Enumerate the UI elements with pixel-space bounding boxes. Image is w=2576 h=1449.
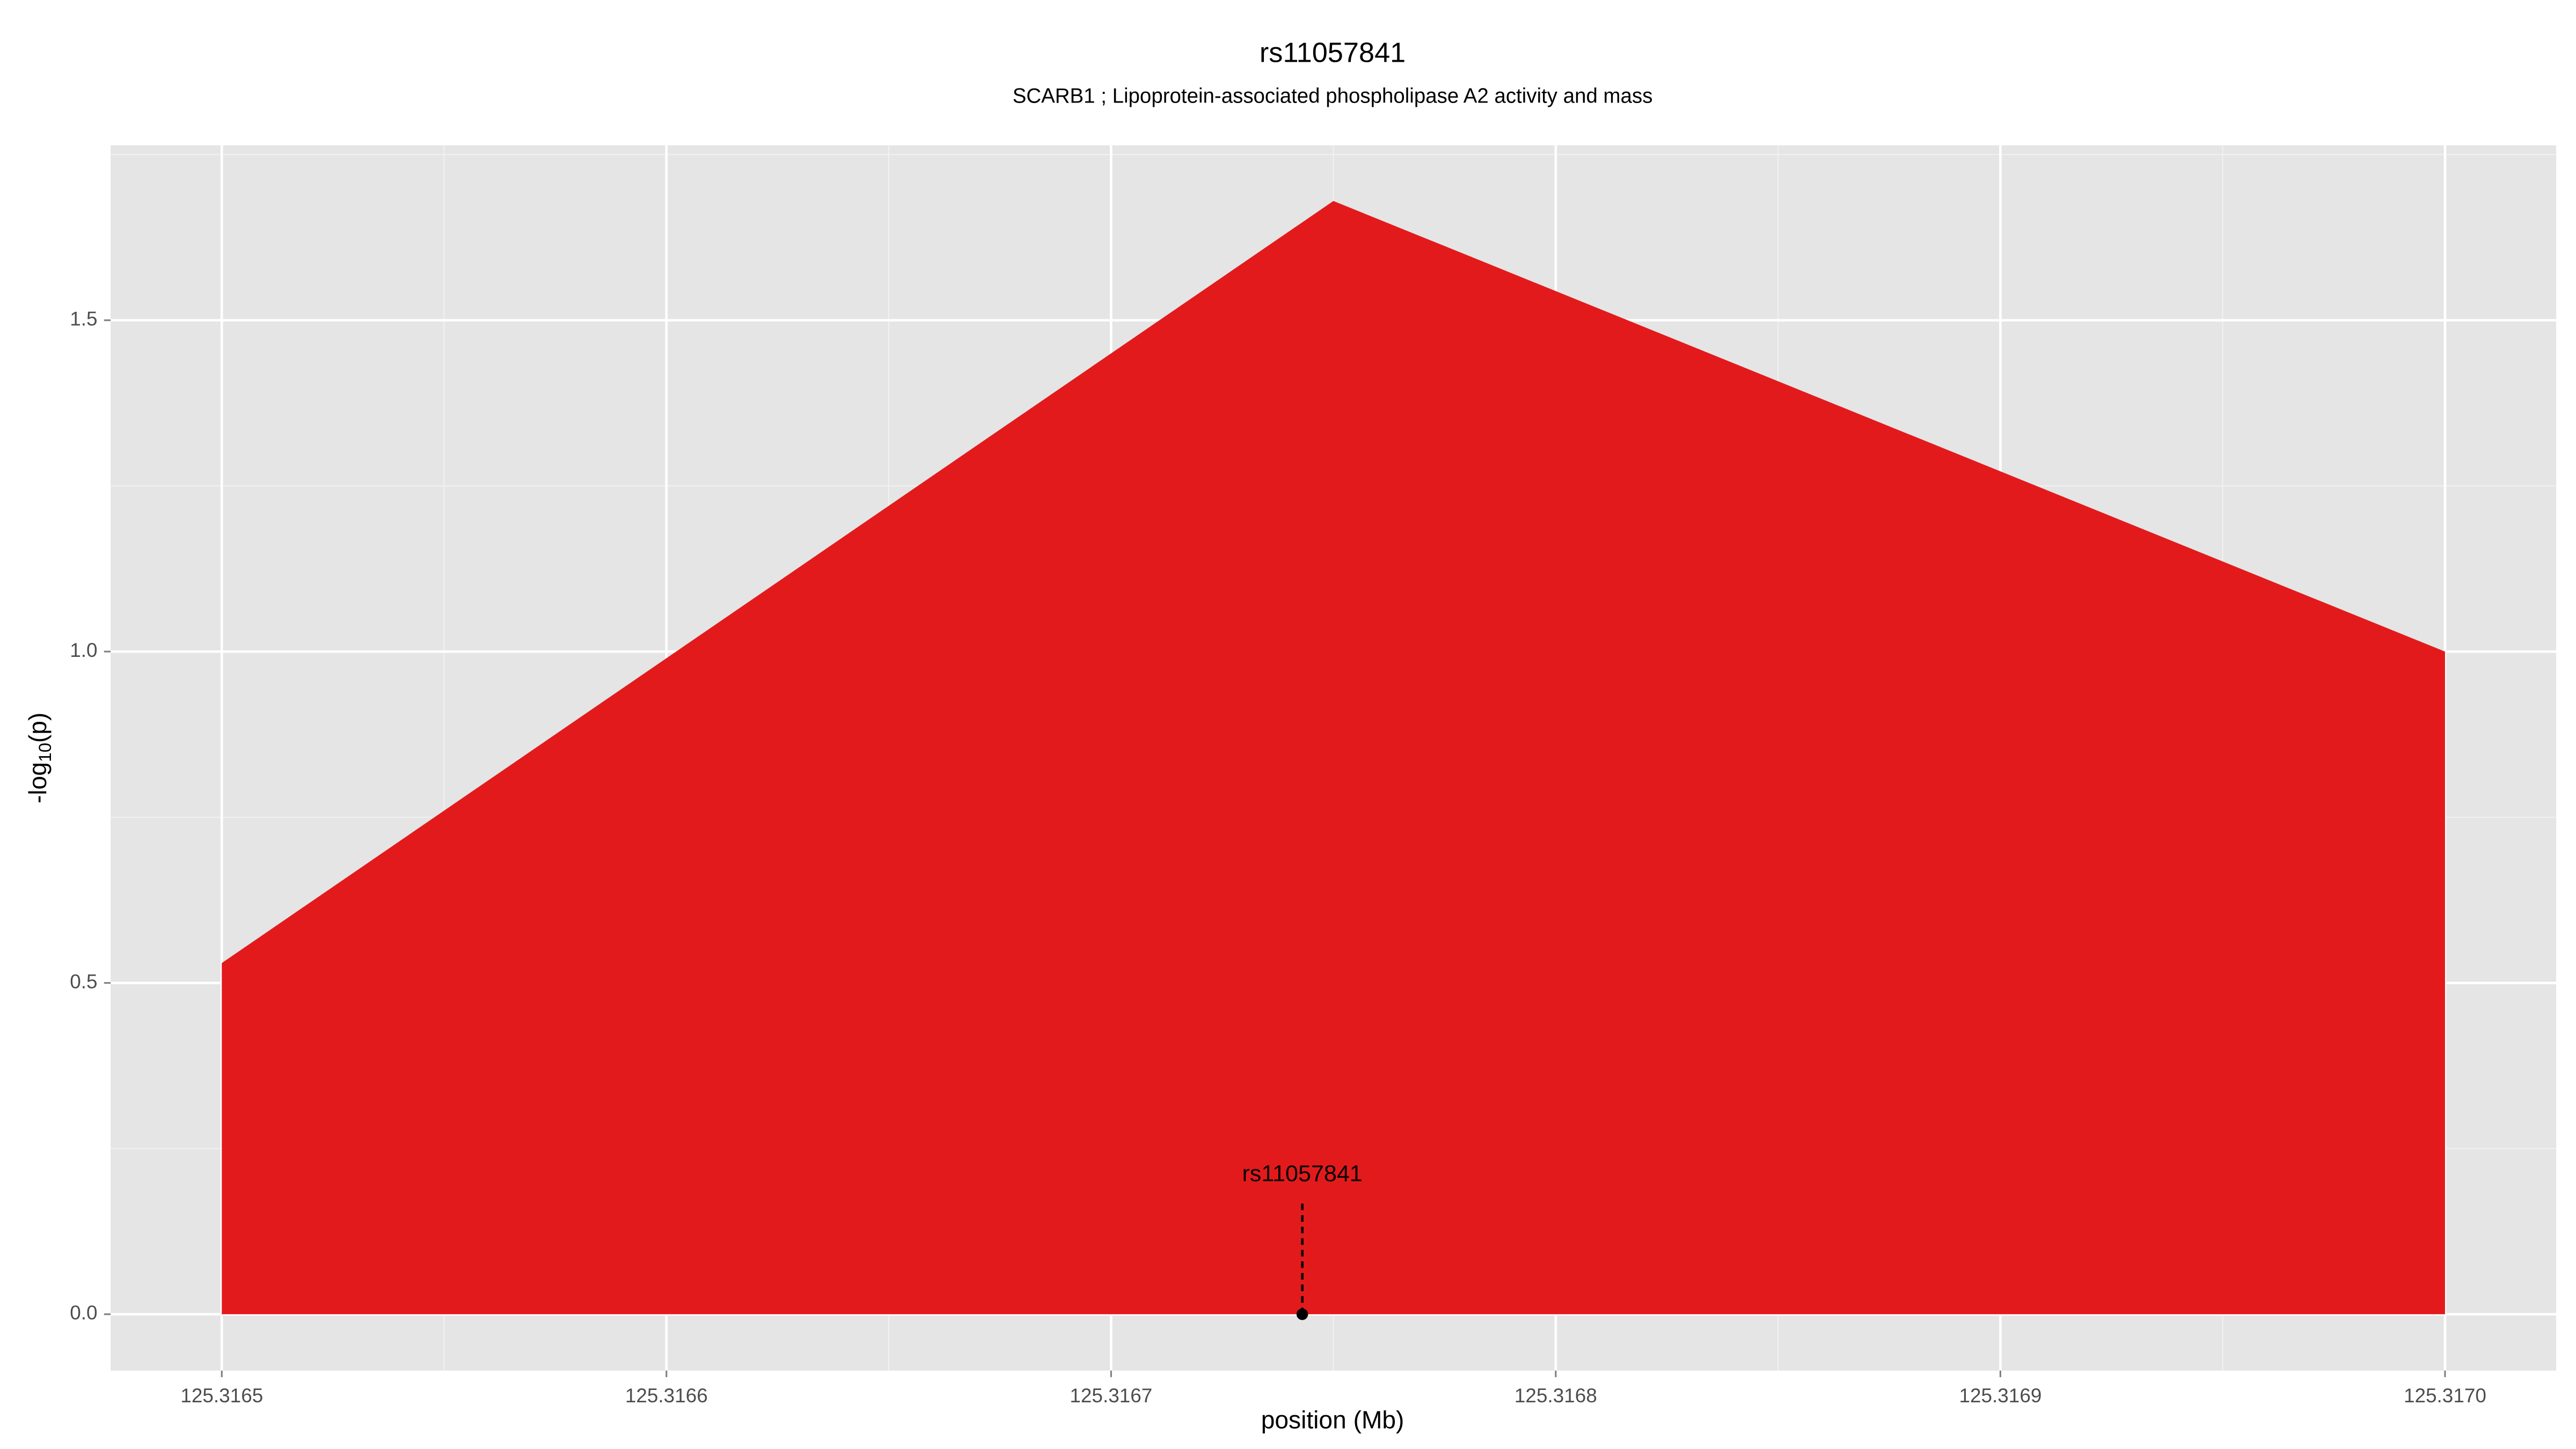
y-axis-label-subscript: 10 xyxy=(35,743,55,762)
x-axis-label: position (Mb) xyxy=(1261,1406,1404,1433)
chart-title: rs11057841 xyxy=(1260,37,1406,68)
annotation-point xyxy=(1296,1308,1308,1320)
x-tick-label: 125.3168 xyxy=(1514,1385,1597,1407)
x-tick-label: 125.3169 xyxy=(1959,1385,2041,1407)
area xyxy=(222,201,2445,1314)
y-tick-label: 1.0 xyxy=(70,639,97,661)
x-tick-label: 125.3167 xyxy=(1070,1385,1152,1407)
y-tick-label: 0.0 xyxy=(70,1302,97,1324)
x-tick-label: 125.3166 xyxy=(625,1385,708,1407)
y-axis-label: -log10(p) xyxy=(24,713,55,803)
y-axis-label-part: (p) xyxy=(24,713,52,743)
x-tick-label: 125.3170 xyxy=(2404,1385,2486,1407)
x-tick-label: 125.3165 xyxy=(180,1385,263,1407)
y-tick-label: 0.5 xyxy=(70,970,97,992)
y-tick-label: 1.5 xyxy=(70,308,97,330)
y-axis-label-part: -log xyxy=(24,762,52,803)
annotation-label: rs11057841 xyxy=(1242,1161,1362,1187)
chart-subtitle: SCARB1 ; Lipoprotein-associated phosphol… xyxy=(1013,85,1653,108)
